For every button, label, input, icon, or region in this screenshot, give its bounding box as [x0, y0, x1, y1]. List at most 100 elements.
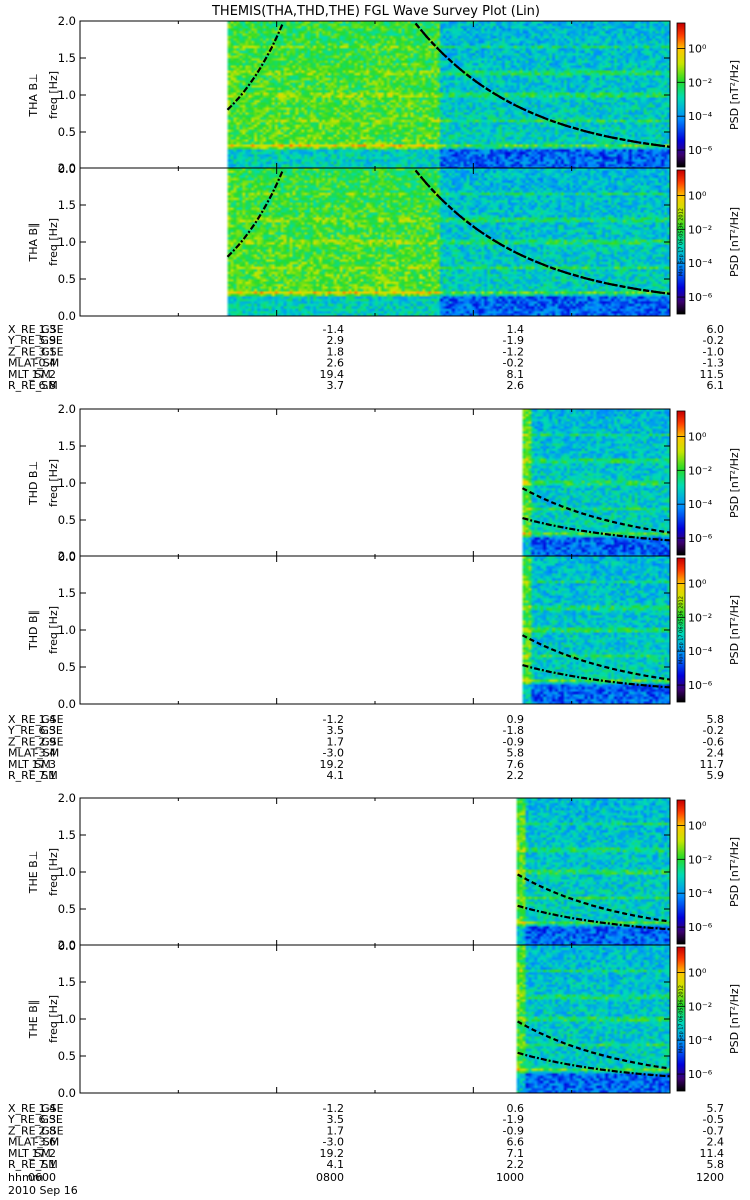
ephemeris-value: -1.3: [703, 357, 724, 370]
colorbar-tick-label: 10⁻⁶: [688, 532, 713, 545]
ephemeris-value: 2.4: [707, 747, 725, 760]
spectrogram: [80, 798, 670, 946]
ephemeris-value: -1.8: [503, 724, 524, 737]
ephemeris-label: MLAT_SM: [8, 747, 59, 760]
ephemeris-value: 5.8: [507, 747, 525, 760]
colorbar: 10⁰ 10⁻² 10⁻⁴ 10⁻⁶ PSD [nT²/Hz]: [676, 557, 741, 703]
y-tick-label: 0.0: [58, 550, 76, 564]
ephemeris-label: MLAT_SM: [8, 357, 59, 370]
ephemeris-value: 6.3: [39, 1113, 57, 1126]
ephemeris-value: -0.9: [503, 735, 524, 748]
panel-thd-bperp: 0.0 0.5 1.0 1.5 2.0 THD B⊥ freq [Hz] 10⁰ 10⁻² 10⁻…: [27, 402, 741, 564]
ephemeris-value: -1.4: [323, 323, 344, 336]
ephemeris-value: 19.2: [320, 758, 345, 771]
colorbar-tick-label: 10⁻⁴: [688, 257, 713, 270]
ephemeris-value: 5.8: [707, 1158, 725, 1171]
colorbar-tick-label: 10⁻⁴: [688, 110, 713, 123]
y-tick-label: 2.0: [58, 938, 76, 952]
y-tick-label: 1.5: [58, 198, 76, 212]
y-tick-label: 0.0: [58, 1086, 76, 1100]
panel-unit: freq [Hz]: [47, 848, 60, 896]
creation-stamp: Mon Sep 17 06:05:36 2012: [679, 985, 685, 1053]
time-tick-label: 1200: [696, 1171, 724, 1184]
frequency-curve: [517, 904, 671, 931]
frequency-curve: [522, 517, 671, 542]
ephemeris-value: 7.1: [507, 1147, 525, 1160]
ephemeris-value: -3.0: [323, 747, 344, 760]
colorbar: 10⁰ 10⁻² 10⁻⁴ 10⁻⁶ PSD [nT²/Hz]: [676, 799, 741, 945]
ephemeris-value: 7.1: [39, 1158, 57, 1171]
ephemeris-label: Y_RE_GSE: [7, 1113, 63, 1126]
ephemeris-value: 5.9: [39, 334, 57, 347]
colorbar-gradient: [677, 947, 685, 1091]
ephemeris-value: 4.1: [327, 1158, 345, 1171]
ephemeris-value: -0.9: [503, 1124, 524, 1137]
ephemeris-value: 3.1: [39, 345, 57, 358]
colorbar-tick-label: 10⁰: [688, 819, 707, 832]
panel-label: THD B⊥: [27, 461, 40, 506]
y-tick-label: 1.5: [58, 586, 76, 600]
creation-stamp: Mon Sep 17 06:05:36 2012: [679, 596, 685, 664]
ephemeris-value: 1.7: [327, 735, 345, 748]
ephemeris-value: 5.7: [707, 1102, 725, 1115]
ephemeris-label: X_RE_GSE: [8, 1102, 64, 1115]
ephemeris-value: -0.5: [703, 1113, 724, 1126]
colorbar-frame: [676, 410, 686, 556]
ephemeris-value: -3.6: [35, 1136, 56, 1149]
y-tick-label: 1.5: [58, 439, 76, 453]
spectrogram: [80, 21, 670, 169]
panel-label: THA B⊥: [27, 73, 40, 117]
colorbar-tick-label: 10⁻⁴: [688, 1034, 713, 1047]
ephemeris-value: 6.1: [707, 379, 725, 392]
ephemeris-value: -1.2: [323, 1102, 344, 1115]
colorbar-tick-label: 10⁻²: [688, 611, 712, 624]
ephemeris-value: 6.0: [707, 323, 725, 336]
frequency-curve: [517, 873, 671, 923]
colorbar-tick-label: 10⁻²: [688, 223, 712, 236]
ephemeris-value: -1.2: [323, 713, 344, 726]
ephemeris-value: 2.6: [507, 379, 525, 392]
ephemeris-value: 4.1: [327, 769, 345, 782]
time-tick-label: 0600: [28, 1171, 56, 1184]
colorbar-gradient: [677, 411, 685, 555]
y-tick-label: 0.5: [58, 125, 76, 139]
colorbar-frame: [676, 557, 686, 703]
panel-tha-bperp: 0.0 0.5 1.0 1.5 2.0 THA B⊥ freq [Hz] 10⁰ 10⁻² 10⁻…: [27, 14, 741, 176]
y-tick-label: 1.0: [58, 1012, 76, 1026]
ephemeris-label: R_RE_SM: [8, 379, 58, 392]
ephemeris-value: 0.6: [507, 1102, 525, 1115]
y-tick-label: 1.5: [58, 975, 76, 989]
frequency-curve: [226, 169, 284, 258]
colorbar-tick-label: 10⁻⁴: [688, 498, 713, 511]
colorbar-label: PSD [nT²/Hz]: [728, 595, 741, 665]
time-row-label: hhmm: [8, 1171, 43, 1184]
ephemeris-value: -0.2: [703, 334, 724, 347]
panel-the-bperp: 0.0 0.5 1.0 1.5 2.0 THE B⊥ freq [Hz] 10⁰ 10⁻² 10⁻…: [27, 791, 741, 953]
y-tick-label: 0.5: [58, 1049, 76, 1063]
ephemeris-value: -0.4: [35, 357, 56, 370]
colorbar-frame: [676, 946, 686, 1092]
colorbar-gradient: [677, 170, 685, 314]
ephemeris-value: 7.1: [39, 769, 57, 782]
colorbar-label: PSD [nT²/Hz]: [728, 207, 741, 277]
colorbar-tick-label: 10⁻⁶: [688, 1068, 713, 1081]
ephemeris-value: 19.2: [320, 1147, 345, 1160]
ephemeris-label: Z_RE_GSE: [8, 735, 64, 748]
y-tick-label: 0.5: [58, 513, 76, 527]
ephemeris-label: R_RE_SM: [8, 1158, 58, 1171]
ephemeris-label: Z_RE_GSE: [8, 1124, 64, 1137]
y-tick-label: 0.0: [58, 162, 76, 176]
colorbar-gradient: [677, 23, 685, 167]
y-tick-label: 1.0: [58, 476, 76, 490]
frequency-curve: [226, 22, 284, 111]
ephemeris-value: -1.2: [503, 345, 524, 358]
colorbar-tick-label: 10⁻⁴: [688, 645, 713, 658]
time-tick-label: 1000: [496, 1171, 524, 1184]
y-tick-label: 2.0: [58, 14, 76, 28]
panel-unit: freq [Hz]: [47, 606, 60, 654]
y-tick-label: 2.0: [58, 402, 76, 416]
colorbar-label: PSD [nT²/Hz]: [728, 448, 741, 518]
panel-unit: freq [Hz]: [47, 218, 60, 266]
ephemeris-value: -3.4: [35, 747, 56, 760]
